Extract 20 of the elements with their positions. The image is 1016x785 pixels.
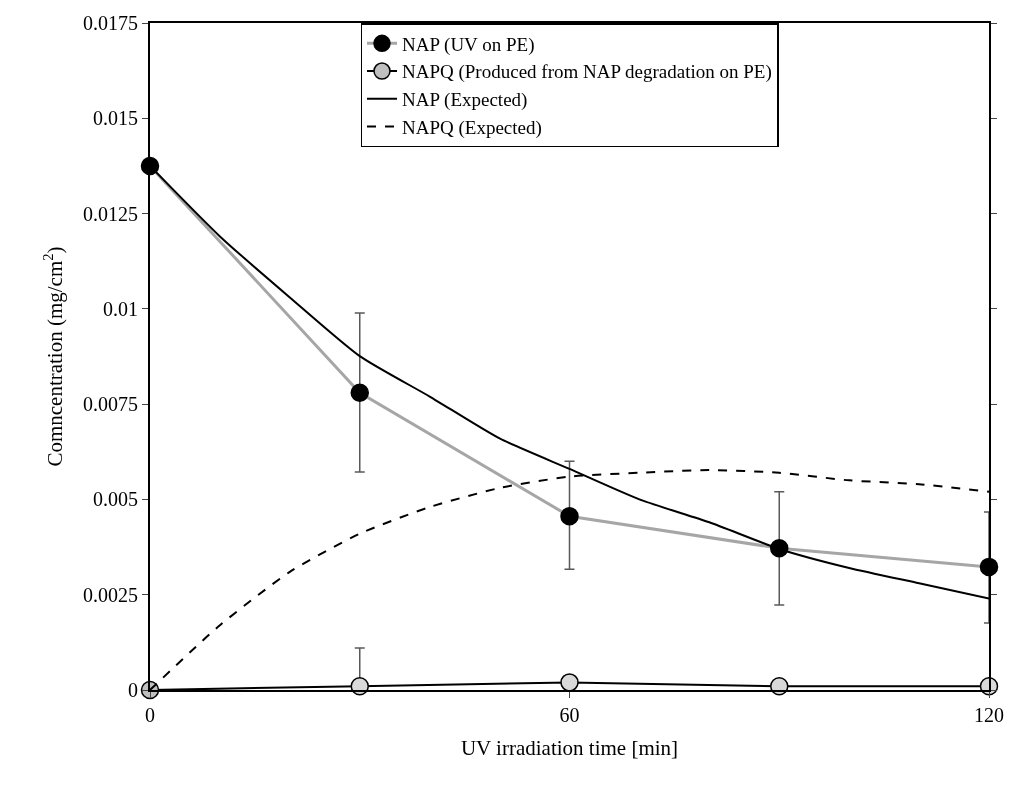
y-tick-label: 0.0025 bbox=[83, 583, 138, 606]
x-axis-title: UV irradiation time [min] bbox=[460, 735, 679, 760]
point bbox=[770, 676, 789, 696]
y-tick-label: 0.01 bbox=[103, 297, 138, 320]
legend-label: NAP (UV on PE) bbox=[402, 33, 535, 56]
point bbox=[350, 383, 369, 402]
y-tick-label: 0.0175 bbox=[83, 12, 138, 34]
y-tick-label: 0.0075 bbox=[83, 393, 138, 416]
y-tick-label: 0.015 bbox=[93, 107, 138, 130]
point bbox=[560, 673, 579, 692]
legend-label: NAPQ (Produced from NAP degradation on PE) bbox=[402, 61, 772, 84]
legend-label: NAP (Expected) bbox=[402, 89, 528, 112]
y-tick-label: 0 bbox=[128, 679, 138, 701]
y-tick-label: 0.0125 bbox=[83, 202, 138, 225]
x-tick-label: 120 bbox=[974, 704, 1004, 726]
y-tick-label: 0.005 bbox=[93, 488, 138, 511]
point bbox=[560, 506, 579, 526]
x-tick-label: 60 bbox=[559, 704, 580, 726]
legend-label: NAPQ (Expected) bbox=[402, 116, 542, 139]
x-tick-label: 0 bbox=[145, 704, 155, 726]
